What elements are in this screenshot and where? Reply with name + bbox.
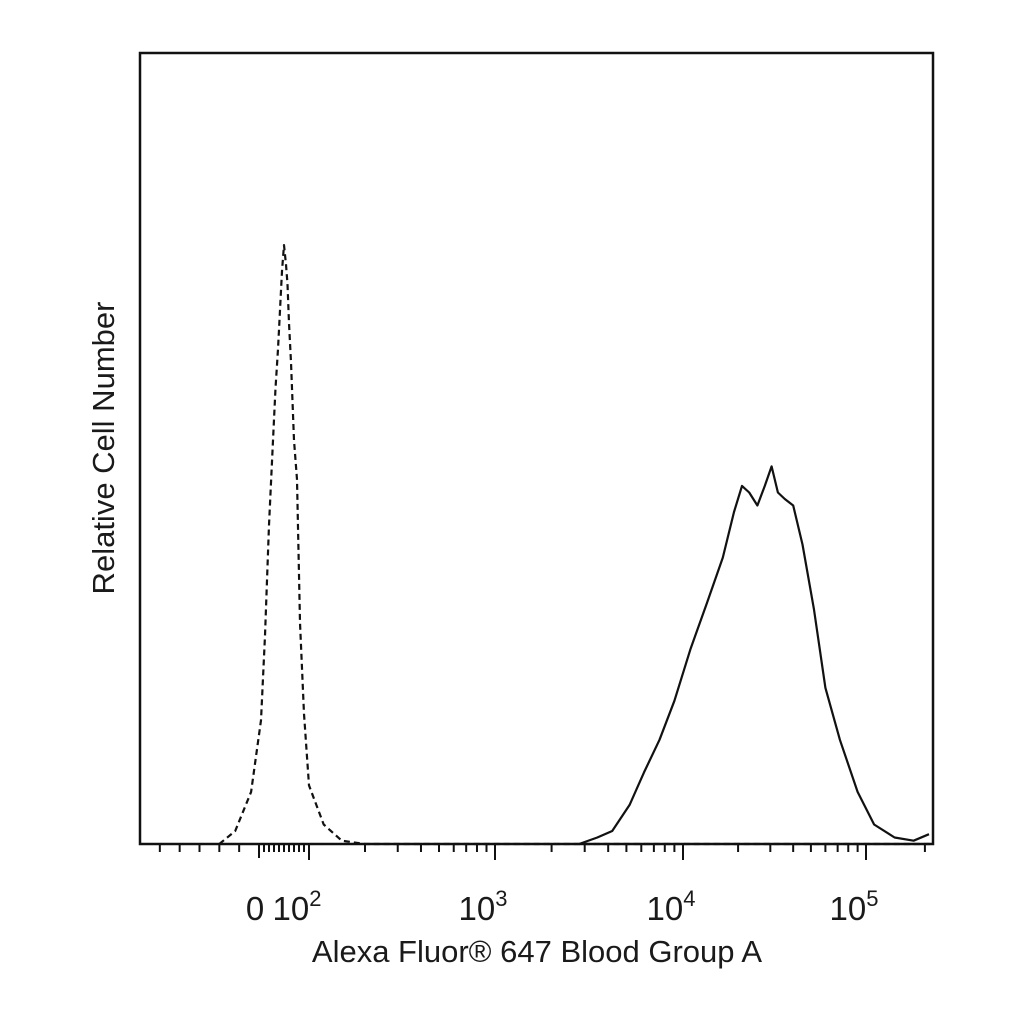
x-tick-label: 0 (246, 890, 264, 927)
x-axis-tick-labels: 0 102 103 104 105 (246, 886, 879, 927)
x-tick-label: 105 (830, 886, 879, 927)
y-axis-title: Relative Cell Number (86, 302, 121, 595)
x-tick-label: 102 (273, 886, 322, 927)
plot-frame (138, 51, 935, 846)
series-dashed-line (218, 244, 933, 846)
x-tick-label: 103 (459, 886, 508, 927)
x-axis-ticks (158, 844, 926, 860)
x-tick-label: 104 (647, 886, 696, 927)
series-layer (218, 244, 933, 846)
x-axis-title: Alexa Fluor® 647 Blood Group A (312, 934, 763, 969)
series-solid-line (578, 465, 930, 846)
